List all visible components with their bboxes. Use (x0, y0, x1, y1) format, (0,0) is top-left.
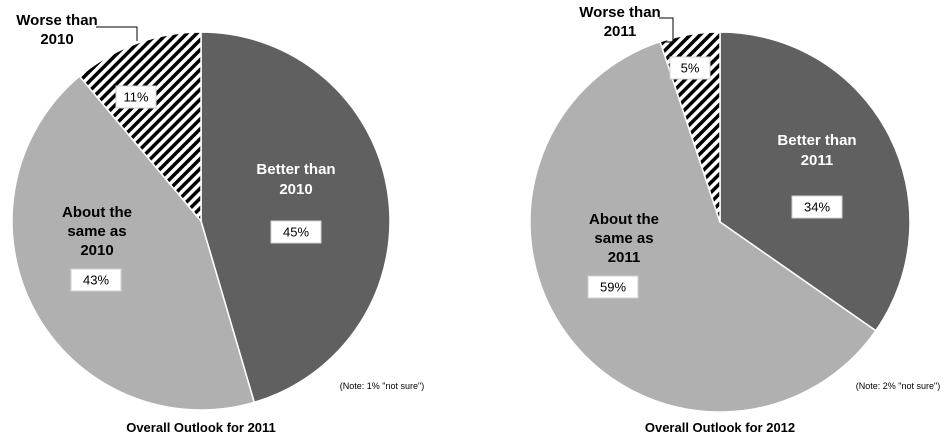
pie-slice-0 (719, 31, 911, 332)
slice-label: Worse than (16, 12, 97, 29)
slice-label: 2010 (279, 181, 312, 198)
value-label-box (587, 275, 639, 299)
slice-label: 2010 (80, 242, 113, 259)
value-label-box (70, 268, 122, 292)
value-label-box (791, 195, 843, 219)
pie-chart-2012: Better than 2011 34% About the same as 2011 59… (529, 4, 940, 435)
value-label: 11% (123, 90, 148, 105)
slice-label: Better than (777, 132, 856, 149)
slice-label: Worse than (579, 4, 660, 21)
value-label: 43% (83, 273, 109, 288)
chart-note: (Note: 2% "not sure") (856, 381, 940, 391)
slice-label: 2010 (40, 31, 73, 48)
pie-slice-0 (200, 31, 391, 404)
pie-chart-2011: Better than 2010 45% About the same as 2010 43… (11, 12, 424, 435)
slice-label: same as (67, 223, 126, 240)
leader-line (96, 26, 138, 41)
pie-slice-1 (11, 75, 256, 411)
pie-slice-2 (78, 31, 202, 224)
value-label-box (669, 56, 711, 80)
slice-label: Better than (256, 161, 335, 178)
pie-slice-1 (529, 40, 877, 413)
slice-label: About the (62, 204, 132, 221)
value-label-box (115, 85, 157, 109)
slice-label: 2011 (604, 23, 637, 40)
value-label-box (270, 220, 322, 244)
slice-label: 2011 (608, 249, 641, 266)
value-label: 5% (681, 61, 700, 76)
slice-label: 2011 (801, 152, 834, 169)
slice-label: About the (589, 211, 659, 228)
value-label: 34% (804, 200, 830, 215)
leader-line (659, 17, 674, 43)
value-label: 59% (600, 280, 626, 295)
value-label: 45% (283, 225, 309, 240)
slice-label: same as (594, 230, 653, 247)
chart-note: (Note: 1% "not sure") (340, 381, 424, 391)
chart-title: Overall Outlook for 2011 (126, 420, 276, 435)
chart-title: Overall Outlook for 2012 (645, 420, 795, 435)
